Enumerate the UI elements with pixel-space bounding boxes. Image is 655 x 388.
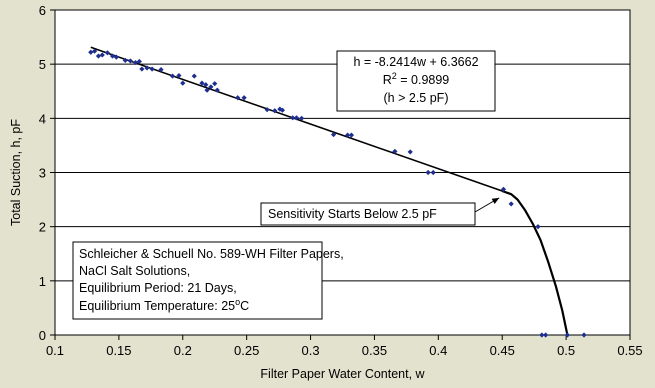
x-tick-label: 0.35	[362, 343, 387, 358]
sensitivity-curve	[501, 189, 569, 336]
sensitivity-text: Sensitivity Starts Below 2.5 pF	[268, 207, 437, 221]
y-tick-label: 0	[39, 328, 46, 343]
data-point	[208, 84, 214, 90]
data-point	[279, 107, 286, 113]
data-point	[290, 115, 296, 121]
equation-box: h = -8.2414w + 6.3662 R2 = 0.9899 (h > 2…	[336, 50, 496, 112]
data-point	[500, 186, 507, 192]
x-tick-label: 0.4	[429, 343, 447, 358]
x-tick-label: 0.25	[234, 343, 259, 358]
data-point	[132, 59, 139, 66]
r-squared-label: R	[383, 73, 392, 87]
y-tick-label: 4	[39, 111, 46, 126]
x-axis-title: Filter Paper Water Content, w	[260, 367, 425, 381]
y-tick-label: 2	[39, 220, 46, 235]
data-point	[535, 224, 541, 230]
data-point	[99, 52, 105, 58]
data-point	[235, 95, 241, 101]
data-point	[149, 66, 155, 72]
data-point	[330, 131, 337, 138]
y-tick-label: 5	[39, 57, 46, 72]
temperature-suffix: C	[240, 299, 249, 313]
data-point	[88, 49, 94, 55]
data-point	[214, 87, 220, 93]
data-point	[199, 80, 205, 86]
sensitivity-box	[260, 202, 476, 226]
data-point	[425, 169, 431, 176]
data-point	[144, 65, 150, 71]
data-point	[272, 108, 278, 114]
data-point	[212, 81, 218, 87]
data-point	[95, 53, 102, 59]
data-point	[180, 80, 186, 86]
data-point	[543, 332, 549, 338]
info-line-filter-papers: Schleicher & Schuell No. 589-WH Filter P…	[79, 247, 344, 261]
data-point	[299, 115, 305, 121]
data-point	[109, 53, 116, 59]
data-point	[348, 132, 355, 138]
data-point	[241, 95, 247, 101]
data-point	[277, 106, 283, 112]
x-tick-label: 0.5	[557, 343, 575, 358]
data-point	[345, 132, 351, 138]
data-point	[92, 48, 98, 54]
validity-range-text: (h > 2.5 pF)	[384, 91, 449, 105]
data-point	[581, 332, 587, 338]
data-point	[158, 66, 164, 73]
data-point	[564, 332, 570, 338]
x-tick-label: 0.15	[106, 343, 131, 358]
r-squared-value: = 0.9899	[397, 73, 450, 87]
x-tick-labels: 0.1 0.15 0.2 0.25 0.3 0.35 0.4 0.45 0.5 0.55	[46, 343, 643, 358]
data-point	[508, 201, 514, 207]
data-point	[203, 82, 209, 88]
x-tick-label: 0.45	[490, 343, 515, 358]
data-points	[88, 48, 587, 338]
data-point	[169, 73, 176, 79]
y-tick-label: 3	[39, 166, 46, 181]
info-line-salt-solutions: NaCl Salt Solutions,	[79, 264, 190, 278]
x-tick-label: 0.1	[46, 343, 64, 358]
data-point	[539, 332, 545, 338]
x-tick-label: 0.3	[302, 343, 320, 358]
r-squared-superscript: 2	[392, 71, 397, 81]
data-point	[127, 58, 133, 64]
data-point	[430, 169, 436, 176]
info-line-equilibrium-period: Equilibrium Period: 21 Days,	[79, 281, 237, 295]
data-point	[122, 57, 128, 63]
info-line-equilibrium-temperature: Equilibrium Temperature: 25oC	[79, 297, 249, 313]
y-tick-labels: 0 1 2 3 4 5 6	[39, 3, 46, 343]
equation-text: h = -8.2414w + 6.3662	[353, 55, 478, 69]
data-point	[139, 66, 145, 72]
y-tick-label: 6	[39, 3, 46, 18]
sensitivity-annotation: Sensitivity Starts Below 2.5 pF	[260, 197, 500, 226]
equation-box-border	[336, 50, 496, 112]
data-point	[293, 115, 300, 121]
data-point	[392, 148, 398, 154]
temperature-prefix: Equilibrium Temperature: 25	[79, 299, 235, 313]
data-point	[407, 149, 413, 155]
info-box: Schleicher & Schuell No. 589-WH Filter P…	[72, 241, 344, 320]
y-tick-label: 1	[39, 274, 46, 289]
data-point	[264, 107, 270, 113]
r-squared-text: R2 = 0.9899	[383, 71, 450, 87]
y-axis-title: Total Suction, h, pF	[9, 119, 23, 226]
data-point	[136, 58, 142, 65]
x-tick-label: 0.55	[617, 343, 642, 358]
degree-superscript: o	[235, 297, 240, 307]
data-point	[191, 73, 197, 79]
info-box-border	[72, 241, 323, 320]
sensitivity-arrowhead	[491, 197, 500, 204]
x-tick-label: 0.2	[174, 343, 192, 358]
data-point	[176, 72, 182, 79]
data-point	[104, 50, 110, 56]
data-point	[204, 87, 210, 93]
data-point	[113, 54, 119, 60]
